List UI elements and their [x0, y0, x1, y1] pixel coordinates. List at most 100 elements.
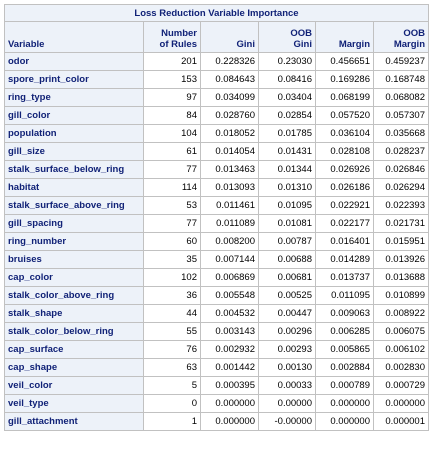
cell-gini: 0.000000 [200, 394, 259, 413]
cell-oob-margin: 0.026294 [373, 178, 429, 197]
row-header-variable: ring_type [4, 88, 144, 107]
table-row: veil_color 5 0.000395 0.00033 0.000789 0.0007… [4, 376, 429, 395]
cell-oob-gini: 0.00447 [258, 304, 316, 323]
cell-gini: 0.000395 [200, 376, 259, 395]
cell-oob-gini: 0.00130 [258, 358, 316, 377]
cell-rules: 97 [143, 88, 201, 107]
col-header-gini: Gini [200, 21, 259, 53]
cell-gini: 0.004532 [200, 304, 259, 323]
col-header-oob-gini: OOB Gini [258, 21, 316, 53]
row-header-variable: gill_spacing [4, 214, 144, 233]
col-header-variable: Variable [4, 21, 144, 53]
cell-oob-margin: 0.006075 [373, 322, 429, 341]
row-header-variable: stalk_shape [4, 304, 144, 323]
cell-margin: 0.026926 [315, 160, 374, 179]
column-header-row: Variable Number of Rules Gini OOB Gini Mar… [4, 21, 429, 53]
cell-rules: 153 [143, 70, 201, 89]
row-header-variable: veil_color [4, 376, 144, 395]
cell-margin: 0.014289 [315, 250, 374, 269]
row-header-variable: habitat [4, 178, 144, 197]
row-header-variable: stalk_surface_above_ring [4, 196, 144, 215]
row-header-variable: cap_shape [4, 358, 144, 377]
row-header-variable: spore_print_color [4, 70, 144, 89]
cell-oob-gini: 0.01431 [258, 142, 316, 161]
cell-gini: 0.228326 [200, 52, 259, 71]
row-header-variable: stalk_surface_below_ring [4, 160, 144, 179]
table-row: stalk_color_above_ring 36 0.005548 0.00525 0… [4, 286, 429, 305]
cell-rules: 53 [143, 196, 201, 215]
cell-rules: 55 [143, 322, 201, 341]
cell-margin: 0.000789 [315, 376, 374, 395]
cell-rules: 114 [143, 178, 201, 197]
cell-rules: 84 [143, 106, 201, 125]
row-header-variable: population [4, 124, 144, 143]
table-title: Loss Reduction Variable Importance [4, 4, 429, 22]
row-header-variable: ring_number [4, 232, 144, 251]
cell-margin: 0.016401 [315, 232, 374, 251]
cell-rules: 77 [143, 160, 201, 179]
cell-oob-margin: 0.168748 [373, 70, 429, 89]
table-row: ring_number 60 0.008200 0.00787 0.016401 0.01… [4, 232, 429, 251]
cell-rules: 1 [143, 412, 201, 431]
cell-rules: 104 [143, 124, 201, 143]
cell-oob-gini: 0.00525 [258, 286, 316, 305]
cell-oob-margin: 0.026846 [373, 160, 429, 179]
cell-oob-margin: 0.000729 [373, 376, 429, 395]
table-row: stalk_color_below_ring 55 0.003143 0.00296 0… [4, 322, 429, 341]
row-header-variable: cap_surface [4, 340, 144, 359]
table-row: gill_size 61 0.014054 0.01431 0.028108 0.0282… [4, 142, 429, 161]
cell-oob-gini: 0.01095 [258, 196, 316, 215]
cell-oob-gini: 0.00681 [258, 268, 316, 287]
cell-margin: 0.022921 [315, 196, 374, 215]
table-row: cap_shape 63 0.001442 0.00130 0.002884 0.0028… [4, 358, 429, 377]
cell-gini: 0.000000 [200, 412, 259, 431]
cell-gini: 0.008200 [200, 232, 259, 251]
cell-gini: 0.006869 [200, 268, 259, 287]
importance-table-container: Loss Reduction Variable Importance Varia… [4, 4, 429, 431]
cell-margin: 0.006285 [315, 322, 374, 341]
cell-oob-gini: 0.01081 [258, 214, 316, 233]
cell-oob-margin: 0.028237 [373, 142, 429, 161]
cell-margin: 0.011095 [315, 286, 374, 305]
cell-margin: 0.013737 [315, 268, 374, 287]
cell-oob-gini: 0.08416 [258, 70, 316, 89]
cell-rules: 35 [143, 250, 201, 269]
col-header-margin: Margin [315, 21, 374, 53]
cell-oob-gini: 0.00000 [258, 394, 316, 413]
cell-margin: 0.057520 [315, 106, 374, 125]
cell-rules: 201 [143, 52, 201, 71]
cell-oob-gini: 0.00688 [258, 250, 316, 269]
cell-oob-margin: 0.010899 [373, 286, 429, 305]
table-row: population 104 0.018052 0.01785 0.036104 0.03… [4, 124, 429, 143]
cell-oob-margin: 0.015951 [373, 232, 429, 251]
cell-oob-gini: 0.01344 [258, 160, 316, 179]
cell-gini: 0.013093 [200, 178, 259, 197]
cell-gini: 0.084643 [200, 70, 259, 89]
cell-oob-margin: 0.057307 [373, 106, 429, 125]
row-header-variable: gill_size [4, 142, 144, 161]
table-row: gill_spacing 77 0.011089 0.01081 0.022177 0.0… [4, 214, 429, 233]
col-header-oob-margin-line1: OOB [403, 28, 425, 39]
col-header-oob-gini-line2: Gini [293, 39, 312, 50]
cell-oob-margin: 0.459237 [373, 52, 429, 71]
cell-oob-gini: 0.03404 [258, 88, 316, 107]
cell-gini: 0.011461 [200, 196, 259, 215]
table-body: odor 201 0.228326 0.23030 0.456651 0.459237 sp… [4, 52, 429, 431]
cell-margin: 0.456651 [315, 52, 374, 71]
table-row: cap_color 102 0.006869 0.00681 0.013737 0.013… [4, 268, 429, 287]
table-row: stalk_surface_above_ring 53 0.011461 0.0109… [4, 196, 429, 215]
cell-rules: 102 [143, 268, 201, 287]
table-row: veil_type 0 0.000000 0.00000 0.000000 0.00000… [4, 394, 429, 413]
cell-oob-margin: 0.000000 [373, 394, 429, 413]
table-row: stalk_shape 44 0.004532 0.00447 0.009063 0.00… [4, 304, 429, 323]
cell-oob-margin: 0.000001 [373, 412, 429, 431]
col-header-oob-gini-line1: OOB [290, 28, 312, 39]
table-row: habitat 114 0.013093 0.01310 0.026186 0.02629… [4, 178, 429, 197]
cell-gini: 0.005548 [200, 286, 259, 305]
cell-oob-gini: 0.00296 [258, 322, 316, 341]
table-row: spore_print_color 153 0.084643 0.08416 0.169… [4, 70, 429, 89]
row-header-variable: veil_type [4, 394, 144, 413]
cell-rules: 60 [143, 232, 201, 251]
cell-oob-margin: 0.013688 [373, 268, 429, 287]
cell-oob-gini: 0.00293 [258, 340, 316, 359]
